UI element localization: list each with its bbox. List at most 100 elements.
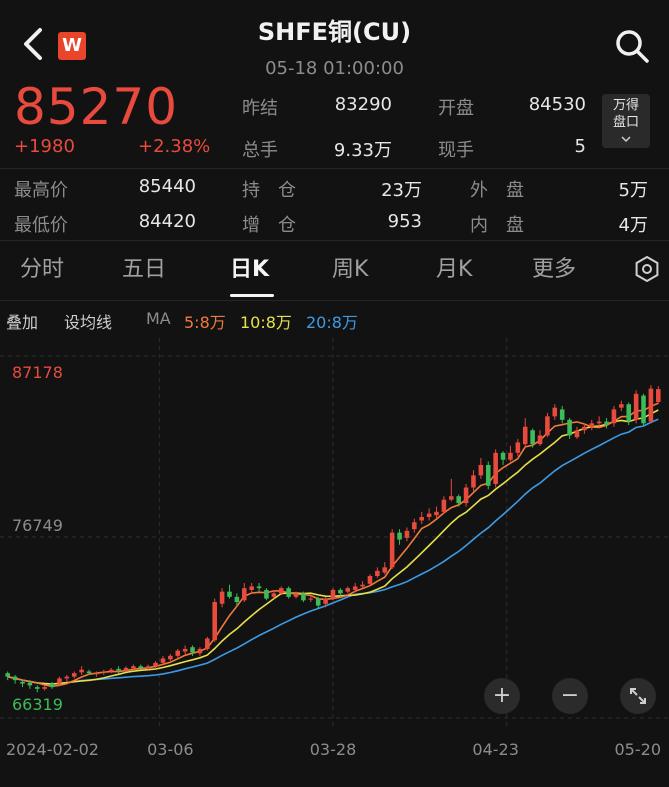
candle-body (123, 668, 129, 671)
candle-body (508, 452, 513, 460)
y-tick-label: 66319 (12, 695, 63, 714)
candle-body (190, 647, 195, 653)
prev-settle-label: 昨结 (242, 98, 278, 119)
candle-body (323, 598, 328, 604)
fullscreen-button[interactable] (620, 678, 656, 714)
ma20-line (7, 418, 659, 685)
candle-body (449, 496, 454, 500)
candle-body (426, 513, 432, 518)
candle-body (537, 435, 543, 445)
tab-more[interactable]: 更多 (532, 257, 577, 282)
ma10-value: 10:8万 (240, 313, 292, 332)
x-tick-label: 03-06 (147, 740, 194, 759)
zoom-out-button[interactable]: − (552, 678, 588, 714)
candle-body (153, 662, 158, 667)
divider (0, 168, 669, 169)
y-tick-label: 87178 (12, 363, 63, 382)
candle-body (412, 522, 417, 530)
last-price: 85270 (14, 78, 179, 136)
open-interest-label: 持 仓 (242, 180, 296, 201)
price-change: +1980 (14, 136, 75, 157)
candle-body (64, 676, 70, 679)
candle-body (345, 588, 351, 592)
x-tick-label: 03-28 (310, 740, 357, 759)
candle-body (94, 673, 99, 675)
candle-body (633, 393, 639, 420)
candle-body (49, 683, 55, 688)
candle-body (20, 681, 25, 684)
candle-body (219, 591, 225, 604)
candle-body (559, 409, 565, 420)
candle-body (478, 464, 484, 476)
candle-body (168, 655, 173, 660)
wande-label-1: 万得 (612, 98, 639, 113)
candle-body (360, 584, 365, 587)
candle-body (367, 576, 373, 584)
outer-disc-value: 5万 (618, 180, 648, 201)
candle-body (574, 430, 580, 438)
ma-label: MA (146, 309, 171, 328)
open-interest-value: 23万 (381, 180, 422, 201)
candle-body (567, 419, 572, 436)
tab-five-day[interactable]: 五日 (122, 257, 167, 282)
tab-weekly-k[interactable]: 周K (332, 257, 369, 282)
candle-body (205, 638, 210, 649)
candle-body (116, 668, 121, 671)
back-arrow-icon[interactable] (18, 24, 50, 64)
set-ma-button[interactable]: 设均线 (64, 313, 113, 332)
x-tick-label: 05-20 (615, 740, 662, 759)
candle-body (463, 487, 469, 504)
oi-change-label: 增 仓 (242, 215, 296, 236)
settings-gear-icon[interactable] (634, 256, 660, 282)
divider (0, 240, 669, 241)
candle-body (530, 430, 535, 445)
outer-disc-label: 外 盘 (470, 180, 524, 201)
candle-body (241, 588, 247, 601)
candle-body (42, 687, 47, 689)
wande-orderbook-button[interactable]: 万得 盘口 (602, 94, 650, 148)
high-label: 最高价 (14, 180, 68, 201)
overlay-button[interactable]: 叠加 (6, 313, 39, 332)
kline-chart-svg: 87178 76749 66319 2024-02-02 03-06 03-28 04-23… (0, 338, 669, 759)
candle-body (375, 570, 380, 577)
candle-body (182, 648, 188, 652)
tab-daily-k[interactable]: 日K (230, 257, 270, 282)
candle-body (404, 530, 410, 538)
candle-body (338, 589, 343, 594)
expand-icon (630, 688, 646, 704)
oi-change-value: 953 (387, 211, 422, 232)
wande-label-2: 盘口 (612, 115, 639, 130)
open-label: 开盘 (438, 98, 474, 119)
candle-body (108, 669, 114, 672)
kline-chart[interactable]: 87178 76749 66319 2024-02-02 03-06 03-28 04-23… (0, 338, 669, 783)
search-icon[interactable] (614, 28, 650, 64)
candle-body (330, 589, 336, 599)
candle-body (389, 532, 395, 568)
candle-body (234, 596, 240, 603)
ma-bar: 叠加 设均线 MA 5:8万 10:8万 20:8万 (0, 305, 669, 335)
candle-body (308, 598, 314, 600)
price-change-percent: +2.38% (138, 136, 211, 157)
zoom-in-button[interactable]: + (484, 678, 520, 714)
active-tab-indicator (230, 294, 274, 297)
candle-body (271, 593, 277, 597)
volume-value: 9.33万 (333, 140, 392, 161)
candle-body (301, 593, 306, 601)
high-value: 85440 (138, 176, 196, 197)
candle-body (256, 586, 262, 589)
page-title: SHFE铜(CU) (257, 18, 412, 46)
candle-body (212, 602, 217, 641)
candle-body (315, 598, 321, 606)
last-hand-value: 5 (574, 136, 586, 157)
candle-body (552, 407, 558, 417)
candle-body (596, 421, 602, 424)
last-hand-label: 现手 (438, 140, 474, 161)
candle-body (485, 464, 491, 486)
candle-body (138, 666, 144, 669)
y-tick-label: 76749 (12, 516, 63, 535)
candle-body (626, 404, 632, 422)
candle-body (131, 666, 136, 669)
inner-disc-label: 内 盘 (470, 215, 524, 236)
tab-monthly-k[interactable]: 月K (436, 257, 473, 282)
tab-intraday[interactable]: 分时 (20, 257, 65, 282)
